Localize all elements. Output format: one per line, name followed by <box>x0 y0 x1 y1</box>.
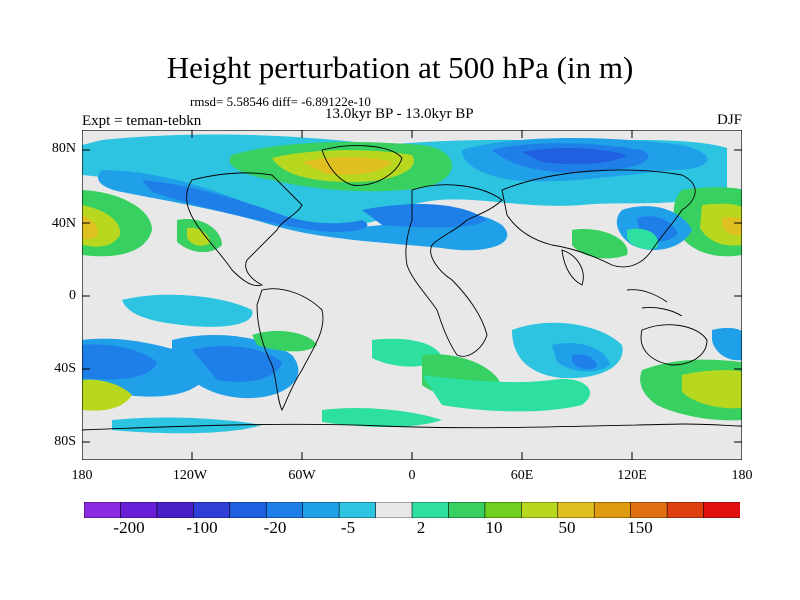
colorbar-swatch <box>557 502 596 518</box>
colorbar-swatch <box>593 502 632 518</box>
colorbar-label-10: 10 <box>485 518 503 537</box>
colorbar-swatch <box>630 502 668 518</box>
lon-label-180e: 180 <box>731 468 753 483</box>
season-label: DJF <box>716 112 742 128</box>
height-perturbation-map <box>82 130 742 460</box>
colorbar-swatch <box>84 502 122 518</box>
period-label: 13.0kyr BP - 13.0kyr BP <box>325 106 474 122</box>
colorbar-swatch <box>448 502 486 518</box>
lat-label-40n: 40N <box>51 216 76 231</box>
lon-label-0: 0 <box>408 468 416 483</box>
blue-band-south-pacific-core <box>192 346 282 382</box>
blue-low-siberia-deep <box>522 148 627 165</box>
sh-field <box>82 294 742 434</box>
coast-greenland <box>321 145 403 186</box>
lat-label-80n: 80N <box>51 141 76 156</box>
teal-strip-antarctic <box>322 408 442 427</box>
colorbar-label-neg200: -200 <box>113 518 145 537</box>
lon-label-60w: 60W <box>288 468 316 483</box>
colorbar-swatch <box>265 502 304 518</box>
lon-label-180w: 180 <box>71 468 93 483</box>
yellow-patch-south-pacific-east <box>682 370 742 409</box>
stats-line: rmsd= 5.58546 diff= -6.89122e-10 <box>190 94 371 109</box>
blue-patch-se-pacific <box>712 327 742 361</box>
colorbar-swatch <box>666 502 705 518</box>
colorbar-swatch <box>193 502 231 518</box>
cyan-patch-south-pacific <box>122 294 253 327</box>
lat-label-80s: 80S <box>54 434 76 449</box>
coast-south-america <box>256 288 324 412</box>
colorbar-swatch <box>302 502 340 518</box>
colorbar-label-neg20: -20 <box>263 518 287 537</box>
coast-antarctica <box>82 423 742 431</box>
colorbar-swatch <box>120 502 158 518</box>
coast-india <box>561 249 584 286</box>
colorbar-label-2: 2 <box>416 518 426 537</box>
yellow-core-greenland <box>302 157 392 175</box>
coast-asia <box>501 169 696 268</box>
coast-europe-africa <box>405 184 503 357</box>
blue-band-sh-west-core <box>82 344 157 380</box>
yellow-patch-pacific <box>187 227 210 246</box>
colorbar-swatch <box>375 502 413 518</box>
darker-blue-na <box>142 180 368 232</box>
colorbar-label-50: 50 <box>558 518 576 537</box>
axis-ticks <box>82 130 742 460</box>
nh-field <box>82 134 742 259</box>
green-patch-sa-west <box>252 330 317 352</box>
colorbar-swatch <box>411 502 450 518</box>
teal-patch-india <box>627 228 658 250</box>
cyan-strip-antarctic <box>112 417 262 434</box>
orange-high-west-pacific <box>82 215 98 240</box>
colorbar-swatch <box>229 502 268 518</box>
figure-title: Height perturbation at 500 hPa (in m) <box>166 50 634 85</box>
lat-label-40s: 40S <box>54 361 76 376</box>
colorbar-swatch <box>484 502 523 518</box>
colorbar-label-neg5: -5 <box>340 518 356 537</box>
colorbar-swatch <box>156 502 195 518</box>
lat-label-0: 0 <box>69 288 76 303</box>
lon-label-60e: 60E <box>510 468 534 483</box>
experiment-label: Expt = teman-tebkn <box>82 113 202 129</box>
yellow-patch-sh-west <box>82 379 132 411</box>
teal-band-south-africa <box>422 375 591 412</box>
colorbar <box>84 502 740 518</box>
colorbar-swatch <box>521 502 559 518</box>
blue-patch-indian-core <box>572 354 597 370</box>
coast-australia <box>640 324 708 366</box>
colorbar-swatch <box>338 502 377 518</box>
lon-label-120w: 120W <box>172 468 208 483</box>
green-patch-mideast <box>572 229 628 259</box>
coast-maritime-asia <box>626 289 683 317</box>
yellow-high-east-pacific <box>700 203 742 246</box>
colorbar-swatch <box>703 502 740 518</box>
coastlines <box>82 145 742 431</box>
orange-high-east-pacific <box>722 217 742 236</box>
colorbar-label-150: 150 <box>627 518 653 537</box>
lon-label-120e: 120E <box>617 468 647 483</box>
darker-blue-atl <box>362 204 487 228</box>
coast-north-america <box>186 172 303 287</box>
colorbar-label-neg100: -100 <box>186 518 218 537</box>
